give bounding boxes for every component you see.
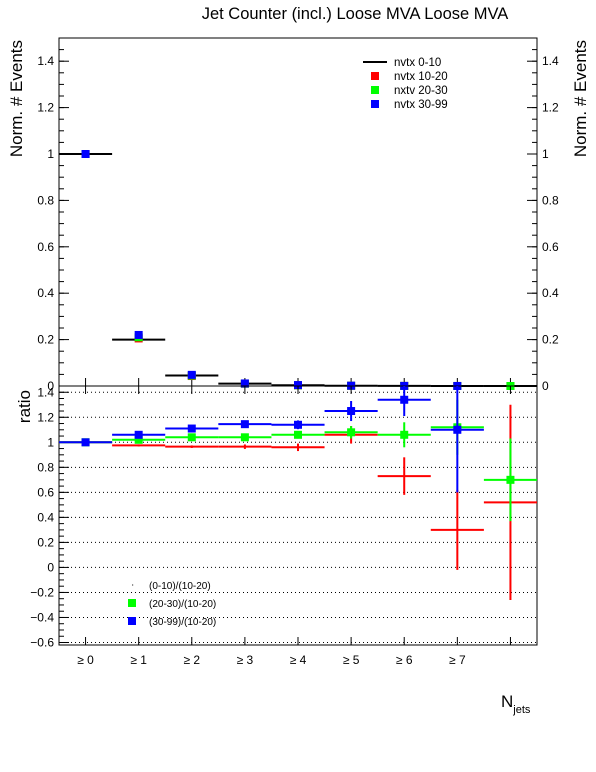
ratio-y-tick-label: −0.6 xyxy=(30,635,54,649)
x-axis-label-sub: jets xyxy=(512,704,531,716)
x-tick-label: ≥ 3 xyxy=(237,653,254,667)
ratio-y-tick-label: 0.6 xyxy=(37,485,54,499)
legend-label: nvtx 0-10 xyxy=(394,57,441,69)
ratio-y-tick-label: 0.4 xyxy=(37,510,54,524)
data-marker xyxy=(187,370,196,379)
y-axis-label-right: Norm. # Events xyxy=(571,40,590,157)
x-tick-label: ≥ 6 xyxy=(396,653,413,667)
ratio-y-tick-label: −0.4 xyxy=(30,610,54,624)
y-tick-label-right: 0.6 xyxy=(542,240,559,254)
data-marker xyxy=(294,381,302,390)
y-tick-label-right: 0.4 xyxy=(542,286,559,300)
data-marker xyxy=(240,379,249,388)
main-plot-border xyxy=(58,37,538,387)
legend-marker xyxy=(371,86,379,94)
y-tick-label-left: 1 xyxy=(47,147,54,161)
ratio-legend-label: (30-99)/(10-20) xyxy=(149,617,216,628)
legend-label: nxtv 20-30 xyxy=(394,85,448,97)
ratio-legend-label: (0-10)/(10-20) xyxy=(149,581,211,592)
ratio-y-axis-label: ratio xyxy=(15,390,34,423)
main-plot-area: nvtx 0-10 nvtx 10-20 nxtv 20-30 nvtx 30-99 xyxy=(59,57,537,390)
y-tick-label-left: 0.4 xyxy=(37,286,54,300)
x-axis-label-main: N xyxy=(501,692,513,711)
ratio-legend-marker xyxy=(128,617,136,625)
y-tick-label-right: 1.2 xyxy=(542,101,559,115)
ratio-marker xyxy=(400,430,409,439)
ratio-marker xyxy=(400,395,409,404)
x-axis-label: Njets xyxy=(501,692,531,716)
ratio-marker xyxy=(240,420,249,429)
ratio-marker xyxy=(347,428,356,437)
x-tick-label: ≥ 4 xyxy=(290,653,307,667)
ratio-marker xyxy=(294,420,302,429)
y-tick-label-left: 0.2 xyxy=(37,333,54,347)
y-tick-label-right: 0.8 xyxy=(542,193,559,207)
ratio-y-tick-label: 0.8 xyxy=(37,460,54,474)
legend-label: nvtx 10-20 xyxy=(394,71,448,83)
y-tick-label-right: 1.4 xyxy=(542,54,559,68)
y-axis-label: Norm. # Events xyxy=(7,40,26,157)
ratio-y-tick-label: 1.2 xyxy=(37,410,54,424)
ratio-marker xyxy=(187,433,196,442)
y-tick-label-right: 1 xyxy=(542,147,549,161)
ratio-marker xyxy=(134,430,143,439)
ratio-legend-label: (20-30)/(10-20) xyxy=(149,599,216,610)
y-tick-label-left: 0.8 xyxy=(37,193,54,207)
legend-label: nvtx 30-99 xyxy=(394,99,448,111)
y-tick-label-left: 1.4 xyxy=(37,54,54,68)
ratio-y-tick-label: 1.4 xyxy=(37,385,54,399)
x-tick-label: ≥ 0 xyxy=(77,653,94,667)
y-tick-label-left: 1.2 xyxy=(37,101,54,115)
ratio-y-tick-label: 0.2 xyxy=(37,535,54,549)
ratio-y-tick-label: −0.2 xyxy=(30,585,54,599)
ratio-y-tick-label: 1 xyxy=(47,435,54,449)
ratio-plot-area: (0-10)/(10-20) (20-30)/(10-20) (30-99)/(10… xyxy=(59,386,537,628)
x-tick-label: ≥ 1 xyxy=(130,653,147,667)
y-tick-label-left: 0.6 xyxy=(37,240,54,254)
legend-marker xyxy=(371,72,379,80)
ratio-y-tick-label: 0 xyxy=(47,560,54,574)
ratio-marker xyxy=(347,407,356,416)
ratio-marker xyxy=(81,438,90,447)
ratio-marker xyxy=(240,433,249,442)
y-tick-label-left: 0 xyxy=(47,379,54,393)
ratio-plot-frame: −0.6 −0.4 −0.2 0 0.2 0.4 0.6 0.8 1 1.2 1.4 ≥ 0 ≥ 1 ≥ … xyxy=(30,385,538,667)
x-tick-label: ≥ 7 xyxy=(449,653,466,667)
ratio-marker xyxy=(506,475,515,484)
ratio-marker xyxy=(187,424,196,433)
x-tick-label: ≥ 5 xyxy=(343,653,360,667)
ratio-marker xyxy=(294,430,302,439)
ratio-marker xyxy=(453,425,462,434)
data-marker xyxy=(81,150,90,158)
ratio-legend-marker xyxy=(128,599,136,607)
x-tick-label: ≥ 2 xyxy=(183,653,200,667)
ratio-marker xyxy=(134,435,143,444)
y-tick-label-right: 0 xyxy=(542,379,549,393)
chart-title: Jet Counter (incl.) Loose MVA Loose MVA xyxy=(202,5,509,23)
y-tick-label-right: 0.2 xyxy=(542,333,559,347)
ratio-legend-marker xyxy=(132,584,134,586)
legend-marker xyxy=(371,100,379,108)
data-marker xyxy=(134,330,143,339)
